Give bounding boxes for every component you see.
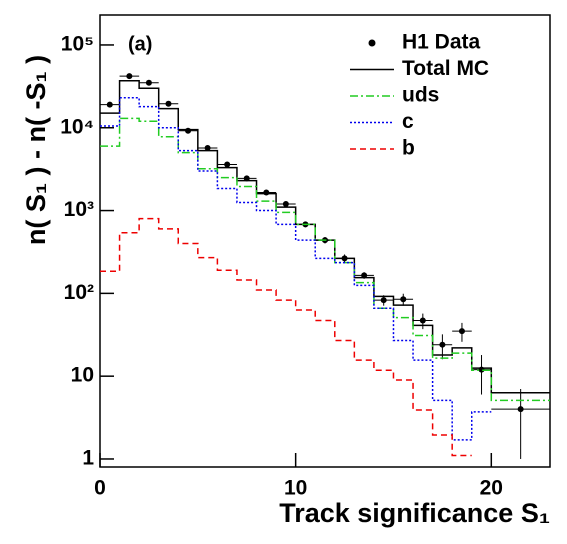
data-point xyxy=(106,101,113,108)
x-tick-label: 0 xyxy=(94,477,106,500)
y-tick-label: 10⁵ xyxy=(61,32,94,55)
legend-label: H1 Data xyxy=(402,31,481,54)
y-tick-label: 1 xyxy=(82,447,94,470)
legend-label: uds xyxy=(402,84,439,107)
data-point xyxy=(224,161,231,168)
data-point xyxy=(380,297,387,304)
y-tick-label: 10³ xyxy=(64,198,94,221)
data-point xyxy=(439,341,446,348)
annotation: (a) xyxy=(128,33,152,55)
data-point xyxy=(282,201,289,208)
y-tick-label: 10² xyxy=(64,281,94,304)
data-point xyxy=(517,406,524,413)
y-tick-label: 10⁴ xyxy=(60,115,94,138)
legend-label: Total MC xyxy=(402,57,489,80)
data-point xyxy=(145,79,152,86)
x-axis-label: Track significance S₁ xyxy=(279,498,550,528)
y-axis-label: n( S₁ ) - n( -S₁ ) xyxy=(21,55,51,245)
histogram-line xyxy=(100,97,492,441)
legend-marker xyxy=(368,39,376,47)
data-point xyxy=(165,100,172,107)
data-point xyxy=(126,73,133,80)
data-point xyxy=(458,328,465,335)
data-point xyxy=(419,317,426,324)
histogram-line xyxy=(100,217,472,457)
legend-label: b xyxy=(402,137,415,160)
data-point xyxy=(263,189,270,196)
legend-label: c xyxy=(402,110,414,133)
data-point xyxy=(185,127,192,134)
y-tick-label: 10 xyxy=(71,364,94,387)
plot-frame xyxy=(99,14,551,468)
histogram-line xyxy=(100,117,550,402)
data-point xyxy=(400,296,407,303)
x-tick-label: 20 xyxy=(480,477,503,500)
data-point xyxy=(243,175,250,182)
data-point xyxy=(204,144,211,151)
x-tick-label: 10 xyxy=(284,477,307,500)
